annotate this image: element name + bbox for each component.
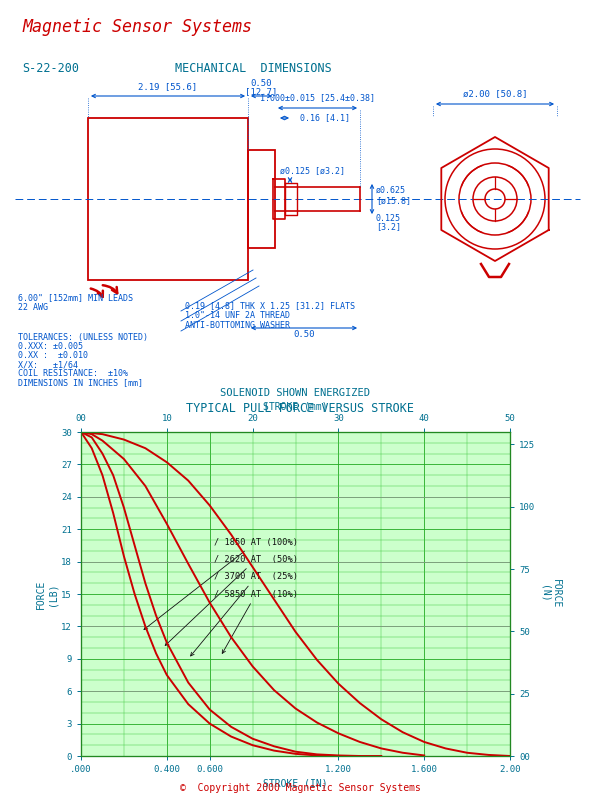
Text: ©  Copyright 2000 Magnetic Sensor Systems: © Copyright 2000 Magnetic Sensor Systems [179, 783, 421, 793]
Text: ANTI-BOTTOMING WASHER: ANTI-BOTTOMING WASHER [185, 321, 290, 330]
Text: DIMENSIONS IN INCHES [mm]: DIMENSIONS IN INCHES [mm] [18, 378, 143, 387]
Text: 1.0"-14 UNF 2A THREAD: 1.0"-14 UNF 2A THREAD [185, 311, 290, 320]
Bar [248, 150, 275, 248]
Text: / 2620 AT  (50%): / 2620 AT (50%) [165, 555, 298, 646]
Text: 0.16 [4.1]: 0.16 [4.1] [300, 113, 350, 122]
Text: 0.XX :  ±0.010: 0.XX : ±0.010 [18, 351, 88, 360]
Text: TOLERANCES: (UNLESS NOTED): TOLERANCES: (UNLESS NOTED) [18, 333, 148, 342]
Text: MECHANICAL  DIMENSIONS: MECHANICAL DIMENSIONS [175, 62, 332, 75]
Text: 0.50: 0.50 [293, 330, 315, 339]
X-axis label: STROKE (mm): STROKE (mm) [263, 402, 328, 412]
Text: [ø15.8]: [ø15.8] [376, 196, 411, 205]
Text: [12.7]: [12.7] [245, 87, 278, 96]
Text: / 3700 AT  (25%): / 3700 AT (25%) [191, 572, 298, 656]
Text: ø2.00 [50.8]: ø2.00 [50.8] [463, 89, 527, 98]
Text: S-22-200: S-22-200 [22, 62, 79, 75]
Text: COIL RESISTANCE:  ±10%: COIL RESISTANCE: ±10% [18, 369, 128, 378]
X-axis label: STROKE (IN): STROKE (IN) [263, 778, 328, 788]
Text: 0.50: 0.50 [251, 79, 272, 88]
Y-axis label: FORCE
(LB): FORCE (LB) [35, 579, 57, 609]
Text: X/X:   ±1/64: X/X: ±1/64 [18, 360, 78, 369]
Y-axis label: FORCE
(N): FORCE (N) [539, 579, 561, 609]
Text: TYPICAL PULL FORCE VERSUS STROKE: TYPICAL PULL FORCE VERSUS STROKE [186, 402, 414, 415]
Text: 6.00" [152mm] MIN LEADS: 6.00" [152mm] MIN LEADS [18, 293, 133, 302]
Text: / 5850 AT  (10%): / 5850 AT (10%) [214, 590, 298, 654]
Text: 0.19 [4.8] THK X 1.25 [31.2] FLATS: 0.19 [4.8] THK X 1.25 [31.2] FLATS [185, 301, 355, 310]
Text: 2.19 [55.6]: 2.19 [55.6] [139, 82, 197, 91]
Text: 0.XXX: ±0.005: 0.XXX: ±0.005 [18, 342, 83, 351]
Text: [3.2]: [3.2] [376, 222, 401, 231]
Text: 1.000±0.015 [25.4±0.38]: 1.000±0.015 [25.4±0.38] [260, 93, 375, 102]
Text: 22 AWG: 22 AWG [18, 303, 48, 312]
Bar [88, 118, 248, 280]
Text: SOLENOID SHOWN ENERGIZED: SOLENOID SHOWN ENERGIZED [220, 388, 370, 398]
Text: 0.125: 0.125 [376, 214, 401, 223]
Text: ø0.625: ø0.625 [376, 186, 406, 195]
Text: / 1850 AT (100%): / 1850 AT (100%) [144, 538, 298, 630]
Text: ø0.125 [ø3.2]: ø0.125 [ø3.2] [280, 166, 345, 175]
Text: Magnetic Sensor Systems: Magnetic Sensor Systems [22, 18, 252, 36]
